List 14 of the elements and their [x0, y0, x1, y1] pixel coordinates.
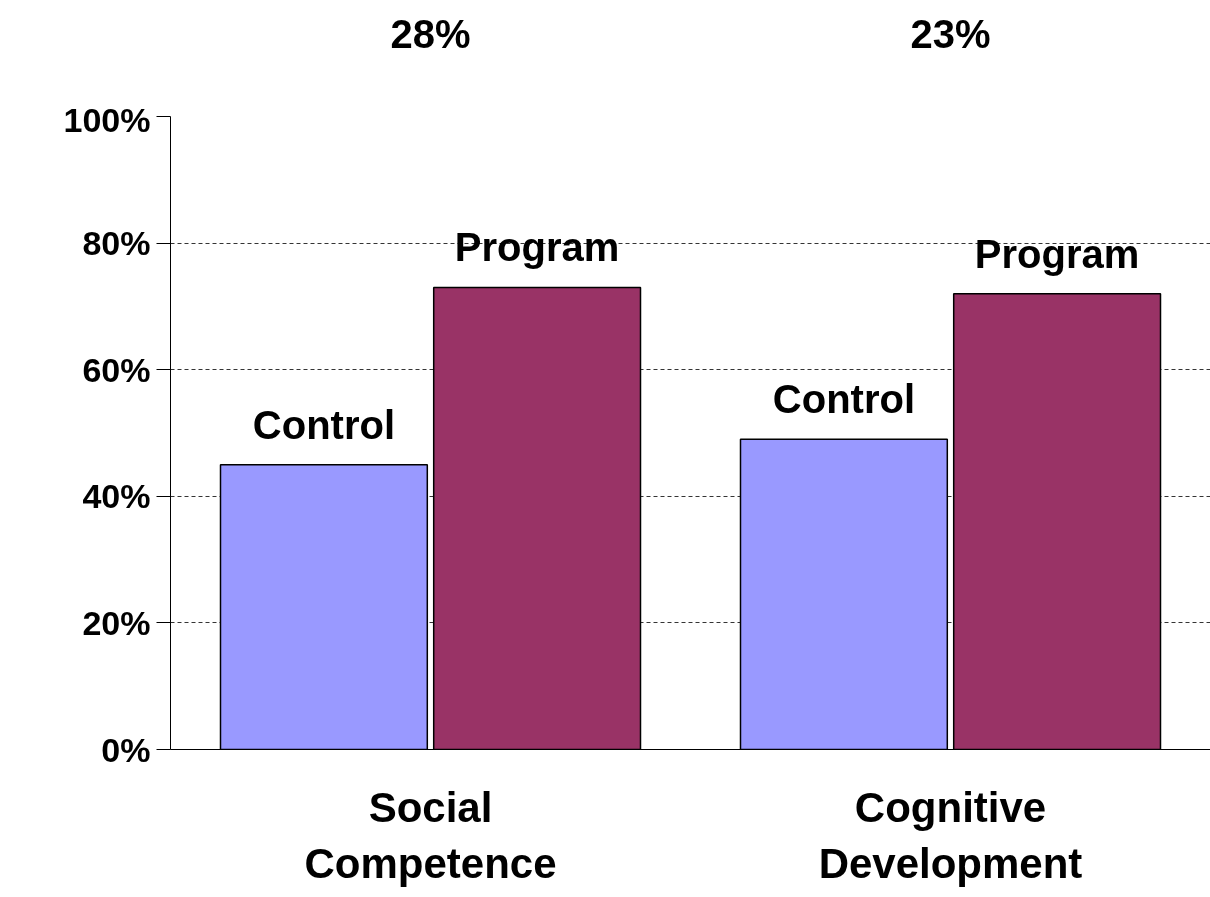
y-tick-label: 100%: [63, 100, 151, 139]
series-label: Program: [454, 225, 620, 270]
x-tick-label: Cognitive Development: [818, 783, 1083, 887]
text: Control: [772, 377, 915, 422]
y-tick-label: 0%: [101, 730, 151, 769]
y-tick-label: 60%: [82, 350, 151, 389]
series-label: Control: [252, 402, 395, 447]
x-tick-label: Social Competence: [304, 783, 557, 887]
text: 23%: [910, 11, 991, 56]
y-tick-label: 80%: [82, 224, 151, 263]
text: Program: [974, 231, 1140, 276]
text: 28%: [390, 11, 471, 56]
y-tick-label: 20%: [82, 603, 151, 642]
y-tick-label: 40%: [82, 477, 151, 516]
